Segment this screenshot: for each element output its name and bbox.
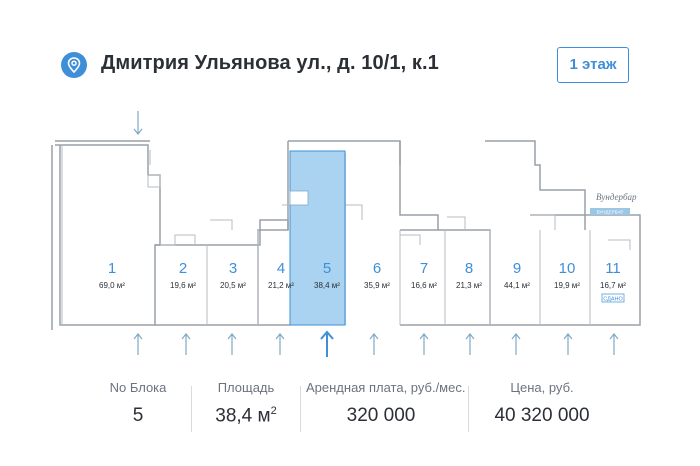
building-walls — [51, 140, 641, 330]
svg-text:Вундербар: Вундербар — [596, 192, 637, 202]
unit-3-area: 20,5 м² — [220, 281, 246, 290]
unit-11-area: 16,7 м² — [600, 281, 626, 290]
unit-5-highlight — [289, 150, 346, 326]
unit-labels[interactable]: 1 69,0 м² 2 19,6 м² 3 20,5 м² 4 21,2 м² … — [99, 260, 626, 303]
unit-2-area: 19,6 м² — [170, 281, 196, 290]
price-label: Цена, руб. — [510, 380, 574, 395]
unit-stats: No Блока 5 Площадь 38,4 м2 Арендная плат… — [0, 380, 700, 466]
selected-entrance-arrow — [320, 330, 334, 357]
unit-6-number: 6 — [373, 260, 381, 277]
unit-7-area: 16,6 м² — [411, 281, 437, 290]
unit-1-number: 1 — [108, 260, 116, 277]
unit-4-number: 4 — [277, 260, 285, 277]
area-stat: Площадь 38,4 м2 — [205, 380, 287, 427]
unit-9-area: 44,1 м² — [504, 281, 530, 290]
unit-11-number: 11 — [605, 260, 621, 277]
svg-text:ВУНДЕРБАР: ВУНДЕРБАР — [597, 210, 624, 215]
address-title: Дмитрия Ульянова ул., д. 10/1, к.1 — [101, 52, 439, 74]
unit-5-area: 38,4 м² — [314, 281, 340, 290]
header: Дмитрия Ульянова ул., д. 10/1, к.1 1 эта… — [0, 0, 700, 110]
unit-3-number: 3 — [229, 260, 237, 277]
unit-4-area: 21,2 м² — [268, 281, 294, 290]
rent-label: Арендная плата, руб./мес. — [306, 380, 466, 395]
rent-value: 320 000 — [346, 405, 416, 426]
price-value: 40 320 000 — [494, 405, 590, 426]
unit-5-number: 5 — [323, 260, 331, 277]
block-number-label: No Блока — [109, 380, 167, 395]
interior-walls — [61, 145, 631, 325]
block-number-value: 5 — [132, 405, 144, 426]
unit-11-rented-tag: СДАНО — [603, 297, 623, 303]
area-value: 38,4 м2 — [215, 405, 277, 427]
block-number-stat: No Блока 5 — [100, 380, 176, 427]
unit-10-area: 19,9 м² — [554, 281, 580, 290]
floor-selector-button[interactable]: 1 этаж — [557, 47, 629, 83]
unit-8-area: 21,3 м² — [456, 281, 482, 290]
unit-6-area: 35,9 м² — [364, 281, 390, 290]
divider — [300, 386, 301, 432]
divider — [468, 386, 469, 432]
unit-8-number: 8 — [465, 260, 473, 277]
tenant-logo: Вундербар ВУНДЕРБАР — [590, 192, 637, 215]
divider — [191, 386, 192, 432]
unit-2-number: 2 — [179, 260, 187, 277]
location-pin-icon — [61, 52, 87, 78]
unit-10-number: 10 — [559, 260, 576, 277]
rent-stat: Арендная плата, руб./мес. 320 000 — [306, 380, 466, 427]
price-stat: Цена, руб. 40 320 000 — [480, 380, 604, 427]
unit-1-area: 69,0 м² — [99, 281, 125, 290]
unit-7-number: 7 — [420, 260, 428, 277]
entrance-arrows — [133, 111, 619, 355]
floor-plan: Вундербар ВУНДЕРБАР 1 69,0 м² 2 19,6 м² … — [51, 111, 641, 357]
area-label: Площадь — [217, 380, 275, 395]
unit-9-number: 9 — [513, 260, 521, 277]
